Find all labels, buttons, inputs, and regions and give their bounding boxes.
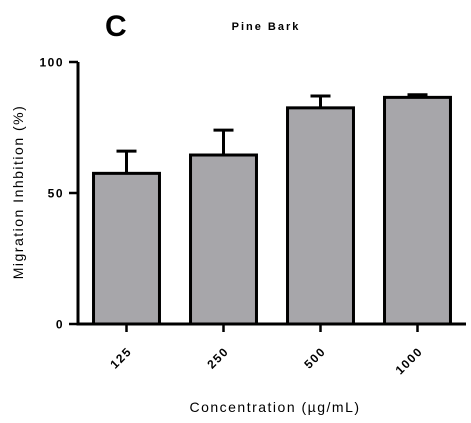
y-axis-label: Migration Inhbition (%) bbox=[10, 105, 26, 280]
bar bbox=[189, 153, 258, 326]
panel-label: C bbox=[105, 10, 127, 43]
y-tick-label: 100 bbox=[39, 56, 64, 70]
x-axis-label: Concentration (µg/mL) bbox=[189, 399, 360, 415]
x-tick-label: 1000 bbox=[393, 344, 426, 377]
x-tick-label: 500 bbox=[301, 344, 328, 371]
bar bbox=[286, 106, 355, 326]
chart-title: Pine Bark bbox=[232, 21, 301, 33]
plot-area: 125 250 500 1000 0 50 100 bbox=[39, 56, 466, 377]
y-tick-label: 0 bbox=[56, 318, 64, 332]
y-tick-label: 50 bbox=[48, 187, 64, 201]
x-tick-label: 250 bbox=[204, 344, 231, 371]
bar bbox=[383, 95, 452, 326]
x-tick-label: 125 bbox=[107, 344, 134, 371]
bar bbox=[92, 171, 161, 326]
